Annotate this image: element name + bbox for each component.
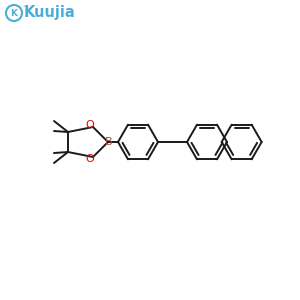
Text: °: ° [22,5,26,10]
Text: K: K [11,8,17,17]
Text: O: O [85,120,94,130]
Text: O: O [85,154,94,164]
Text: B: B [105,137,113,147]
Text: Kuujia: Kuujia [24,5,76,20]
